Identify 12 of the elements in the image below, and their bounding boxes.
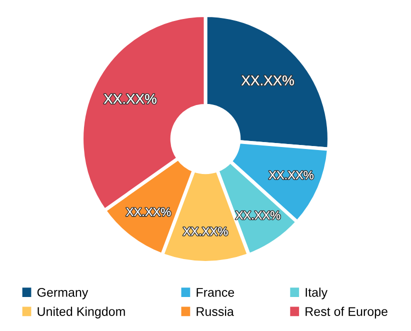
data-label: XX.XX% (268, 170, 314, 180)
legend-label: Russia (196, 306, 234, 316)
legend-label: Italy (306, 288, 328, 300)
data-label: XX.XX% (104, 94, 156, 104)
data-label: XX.XX% (183, 227, 228, 236)
data-label: XX.XX% (126, 208, 171, 216)
data-label: XX.XX% (241, 76, 294, 86)
legend-label: France (196, 288, 234, 297)
legend-label: Germany (37, 288, 88, 300)
legend-label: Rest of Europe (306, 306, 388, 318)
legend-label: United Kingdom (38, 306, 125, 318)
data-label: XX.XX% (236, 211, 280, 220)
